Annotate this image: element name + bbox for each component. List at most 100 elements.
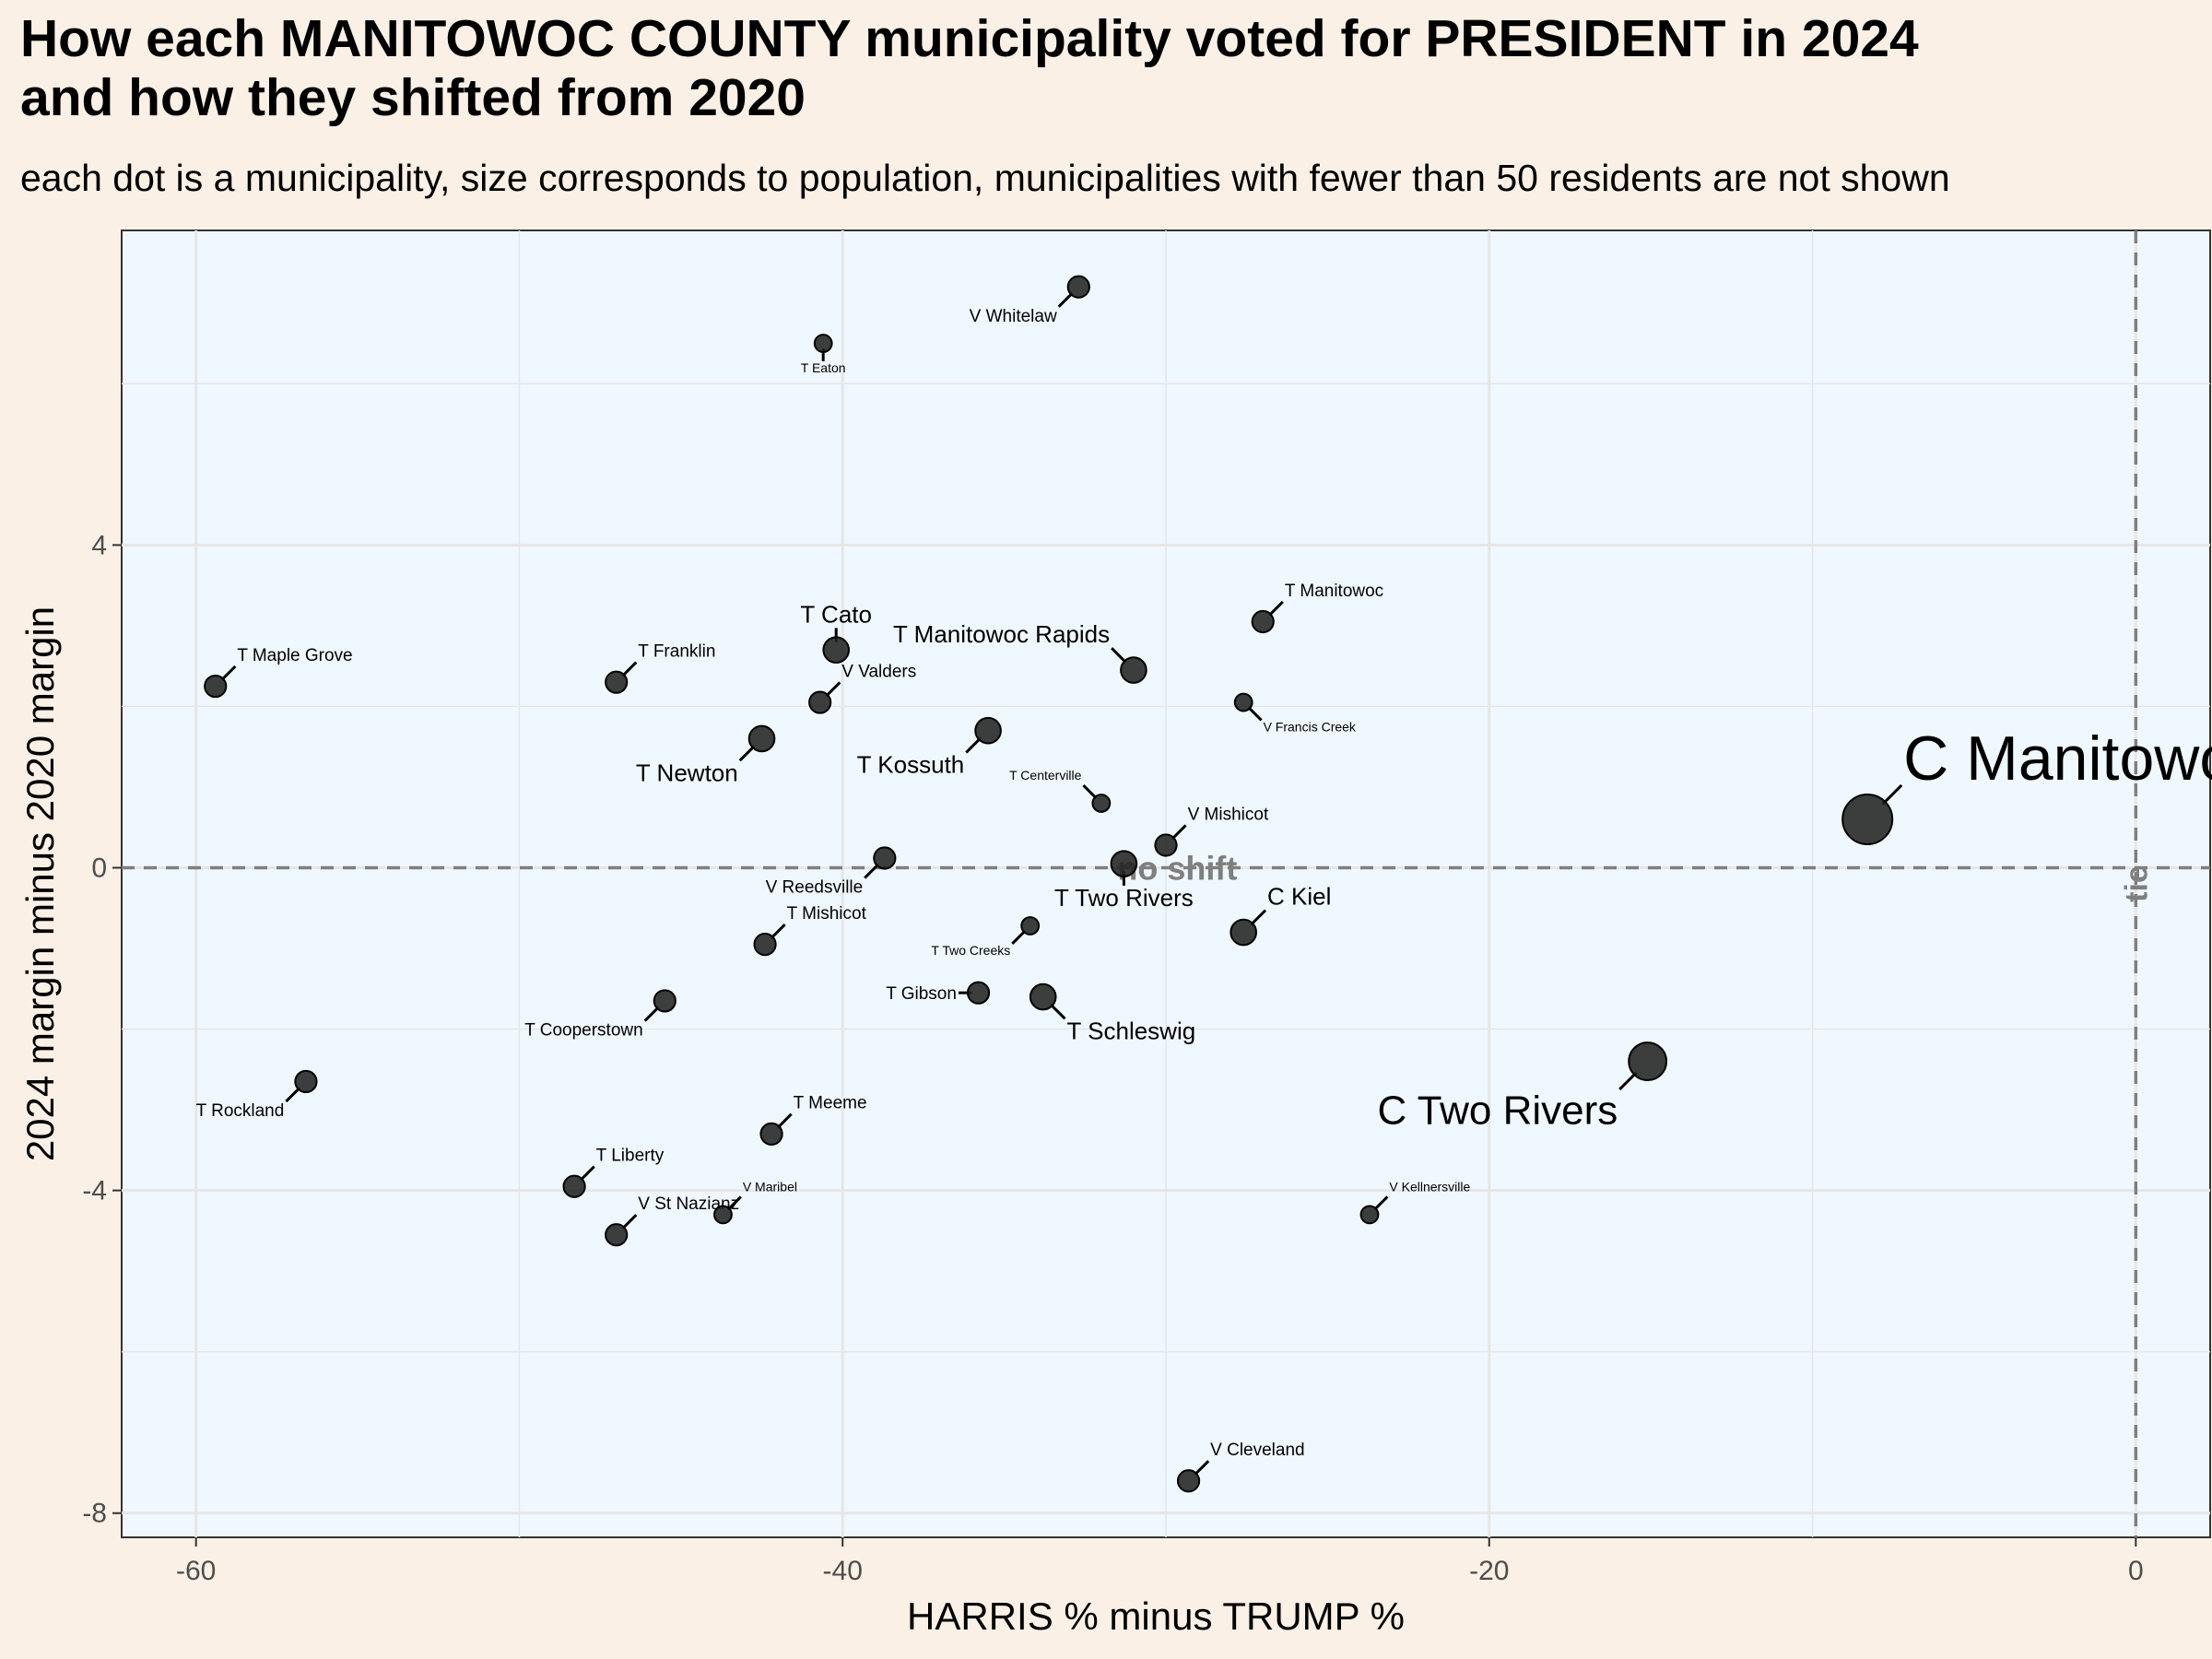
leader-line [1171,824,1187,841]
x-tick-label: -40 [823,1556,863,1586]
reference-lines: no shift tie [122,230,2210,1537]
leader-line [285,1087,301,1103]
municipality-point [1029,982,1057,1011]
point-label: T Mishicot [787,904,867,924]
point-label: T Cooperstown [524,1021,643,1041]
point-label: T Newton [636,759,738,786]
municipality-point [759,1122,783,1146]
point-label: T Kossuth [857,751,965,779]
municipality-point [1091,794,1112,813]
municipality-point [1251,609,1275,634]
point-label: T Liberty [596,1147,665,1166]
municipality-point [808,690,832,714]
leader-line [220,665,237,681]
point-label: T Two Creeks [931,943,1010,958]
leader-line [864,863,879,879]
leader-line [1049,1003,1066,1020]
leader-line [1057,292,1074,308]
point-label: T Two Rivers [1054,884,1194,912]
leader-line [1247,706,1263,722]
municipality-point [562,1174,586,1198]
municipality-point [1230,918,1257,947]
point-label: V Reedsville [766,878,864,898]
y-axis-label: 2024 margin minus 2020 margin [18,606,62,1161]
municipality-point [1110,850,1138,877]
municipality-point [822,636,851,664]
leader-line [1268,600,1284,617]
chart-subtitle: each dot is a municipality, size corresp… [20,157,1950,199]
municipality-point [753,933,777,957]
point-label: T Manitowoc [1285,582,1383,601]
leader-line [579,1165,595,1182]
point-label: T Cato [800,600,872,628]
municipality-point [966,981,991,1005]
municipality-point [747,724,776,753]
y-tick-label: -8 [82,1499,107,1529]
grid-lines [122,230,2210,1537]
leader-line [1082,784,1098,799]
municipality-point [1020,916,1041,935]
municipality-point [1176,1469,1201,1493]
y-tick-label: -4 [82,1176,107,1206]
x-tick-label: -60 [176,1556,216,1586]
leader-line [825,681,841,698]
leader-line [1111,647,1127,664]
point-label: C Two Rivers [1377,1088,1618,1133]
leader-line [1618,1071,1638,1091]
municipality-point [1154,833,1178,857]
point-label: T Maple Grove [237,646,352,665]
point-label: V Cleveland [1210,1441,1304,1460]
point-label: T Eaton [801,360,846,375]
data-points: C Manitowoc C Two Rivers C Kiel V Whitelaw T… [196,275,2212,1493]
x-tick-label: 0 [2128,1556,2144,1586]
municipality-point [974,716,1002,745]
leader-line [776,1112,793,1129]
tie-label: tie [2119,865,2154,902]
municipality-point [653,989,677,1013]
municipality-point [713,1205,733,1225]
point-label: V Mishicot [1188,805,1269,824]
leader-line [643,1006,660,1022]
point-label: T Gibson [886,984,957,1004]
point-label: T Schleswig [1067,1017,1196,1044]
point-label: T Meeme [794,1094,867,1113]
point-label: T Centerville [1009,768,1082,782]
municipality-point [204,674,228,699]
leader-line [738,745,756,762]
leader-line [1194,1460,1210,1476]
point-label: T Manitowoc Rapids [893,620,1110,648]
municipality-point [605,670,629,694]
point-label: V Valders [841,662,916,681]
municipality-point [1628,1041,1668,1081]
leader-line [1011,930,1027,945]
x-tick-label: -20 [1469,1556,1509,1586]
leader-line [770,923,786,939]
leader-line [621,661,638,677]
point-label: V Maribel [743,1179,797,1194]
point-label: T Rockland [196,1101,285,1121]
y-tick-label: 4 [91,530,107,560]
point-label: V Whitelaw [970,307,1057,326]
point-label: V Francis Creek [1264,719,1357,734]
municipality-point [1359,1205,1380,1225]
leader-line [621,1214,638,1230]
municipality-point [1233,692,1253,712]
municipality-point [1066,275,1090,299]
leader-line [1250,909,1267,926]
point-label: T Franklin [638,642,715,662]
chart-title: How each MANITOWOC COUNTY municipality v… [20,9,1919,127]
point-label: C Manitowoc [1903,724,2212,794]
leader-line [727,1195,742,1211]
municipality-point [605,1223,629,1247]
leader-line [965,736,982,754]
y-tick-label: 0 [91,853,107,883]
x-axis-label: HARRIS % minus TRUMP % [907,1594,1405,1638]
municipality-point [813,334,833,353]
point-label: V St Nazianz [638,1194,739,1214]
municipality-point [873,846,897,870]
point-label: C Kiel [1267,883,1331,911]
leader-line [1373,1195,1389,1211]
municipality-point [294,1069,318,1094]
municipality-point [1120,656,1147,684]
